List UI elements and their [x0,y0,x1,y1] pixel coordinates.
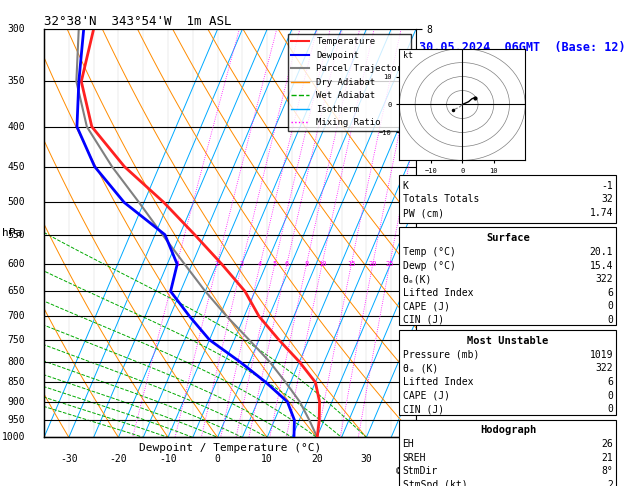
Text: 0: 0 [608,301,613,312]
Text: 15.4: 15.4 [590,260,613,271]
Text: 32: 32 [601,194,613,205]
Text: 322: 322 [596,364,613,373]
Text: Lifted Index: Lifted Index [403,288,473,298]
Text: 15: 15 [347,261,355,267]
Text: K: K [403,181,408,191]
Text: 0: 0 [608,315,613,325]
Text: 2: 2 [608,480,613,486]
Text: 3: 3 [240,261,244,267]
Text: 1000: 1000 [2,433,25,442]
Text: Surface: Surface [486,233,530,243]
Text: 1019: 1019 [590,350,613,360]
Text: Totals Totals: Totals Totals [403,194,479,205]
Text: 6: 6 [285,261,289,267]
Text: Hodograph: Hodograph [480,425,536,435]
Text: -30: -30 [60,454,77,464]
Text: SREH: SREH [403,452,426,463]
Text: CIN (J): CIN (J) [403,404,443,414]
Text: 600: 600 [8,259,25,269]
Text: 0: 0 [214,454,221,464]
Text: 21: 21 [601,452,613,463]
Legend: Temperature, Dewpoint, Parcel Trajectory, Dry Adiabat, Wet Adiabat, Isotherm, Mi: Temperature, Dewpoint, Parcel Trajectory… [287,34,411,131]
Text: © weatheronline.co.uk: © weatheronline.co.uk [396,466,520,476]
Text: 450: 450 [8,162,25,172]
Text: -10: -10 [159,454,177,464]
Text: 26: 26 [601,439,613,449]
Text: 950: 950 [8,415,25,425]
Text: 350: 350 [8,76,25,87]
Text: θₑ(K): θₑ(K) [403,274,432,284]
Text: 30: 30 [360,454,372,464]
Text: Lifted Index: Lifted Index [403,377,473,387]
Text: 10: 10 [318,261,326,267]
Text: 2: 2 [215,261,219,267]
Text: 32°38'N  343°54'W  1m ASL: 32°38'N 343°54'W 1m ASL [44,15,231,28]
Text: 8°: 8° [601,466,613,476]
Text: 750: 750 [8,335,25,345]
Text: 20: 20 [311,454,323,464]
Text: 8: 8 [304,261,309,267]
Text: PW (cm): PW (cm) [403,208,443,218]
Text: 500: 500 [8,197,25,208]
Text: -1: -1 [601,181,613,191]
Text: 6: 6 [608,288,613,298]
Text: 0: 0 [608,404,613,414]
Text: 800: 800 [8,357,25,367]
Text: hPa: hPa [3,228,23,238]
Text: 20.1: 20.1 [590,247,613,257]
Text: StmDir: StmDir [403,466,438,476]
Text: 650: 650 [8,286,25,296]
Text: 850: 850 [8,377,25,387]
Text: EH: EH [403,439,415,449]
Text: 1: 1 [175,261,179,267]
Text: 0: 0 [608,391,613,400]
Text: 25: 25 [386,261,394,267]
Text: CIN (J): CIN (J) [403,315,443,325]
Text: 20: 20 [369,261,377,267]
Text: Temp (°C): Temp (°C) [403,247,455,257]
Text: CAPE (J): CAPE (J) [403,301,450,312]
Y-axis label: km
ASL: km ASL [451,233,469,255]
Text: θₑ (K): θₑ (K) [403,364,438,373]
X-axis label: Dewpoint / Temperature (°C): Dewpoint / Temperature (°C) [139,443,321,453]
Text: Dewp (°C): Dewp (°C) [403,260,455,271]
Text: CAPE (J): CAPE (J) [403,391,450,400]
Text: 4: 4 [258,261,262,267]
Text: Most Unstable: Most Unstable [467,336,548,346]
Text: LCL: LCL [420,422,437,432]
Text: 30.05.2024  06GMT  (Base: 12): 30.05.2024 06GMT (Base: 12) [419,41,625,54]
Text: kt: kt [403,52,413,60]
Text: 900: 900 [8,397,25,407]
Text: Pressure (mb): Pressure (mb) [403,350,479,360]
Text: 550: 550 [8,230,25,240]
Text: -20: -20 [109,454,127,464]
Text: 400: 400 [8,122,25,132]
Text: StmSpd (kt): StmSpd (kt) [403,480,467,486]
Text: 6: 6 [608,377,613,387]
Text: 5: 5 [272,261,277,267]
Text: 322: 322 [596,274,613,284]
Text: 10: 10 [261,454,273,464]
Text: 300: 300 [8,24,25,34]
Text: 1.74: 1.74 [590,208,613,218]
Text: 700: 700 [8,312,25,321]
